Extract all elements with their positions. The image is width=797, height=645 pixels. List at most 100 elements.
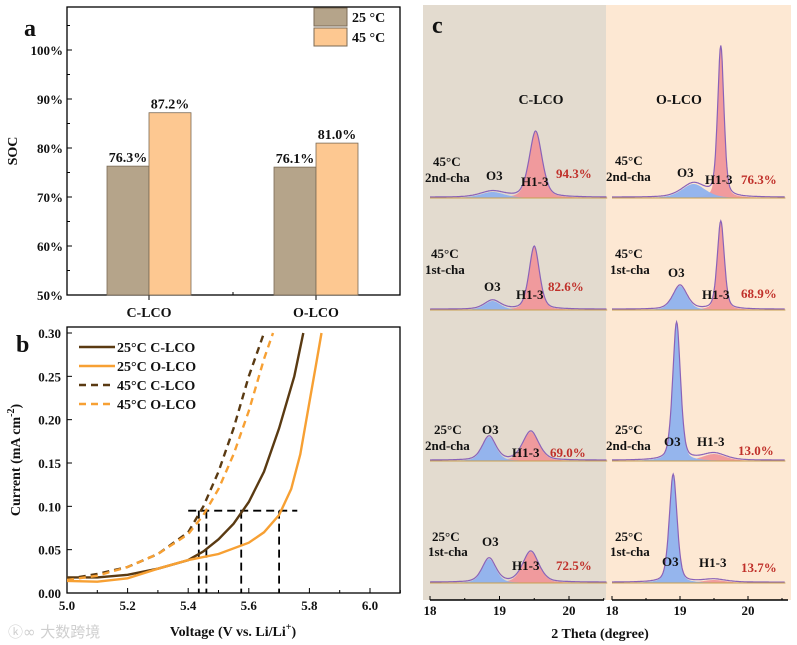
legend-label: 25°C C-LCO: [117, 341, 195, 356]
legend-label: 45 °C: [352, 31, 385, 46]
x-tick-label: 5.8: [301, 598, 318, 613]
x-tick-label: C-LCO: [126, 306, 171, 321]
cycle-label: 1st-cha: [610, 544, 650, 559]
envelope-curve: [612, 45, 785, 198]
h1-3-label: H1-3: [521, 174, 549, 189]
o3-label: O3: [484, 279, 501, 294]
legend-label: 25 °C: [352, 11, 385, 26]
h1-3-label: H1-3: [516, 287, 544, 302]
x-tick-label: 20: [563, 603, 576, 618]
o3-label: O3: [482, 534, 499, 549]
series-line-2: [67, 332, 266, 581]
x-tick-label: 5.0: [59, 598, 75, 613]
o3-peak-area: [430, 192, 608, 198]
y-tick-label: 0.25: [38, 369, 61, 384]
x-tick-label: 6.0: [362, 598, 378, 613]
envelope-curve: [612, 219, 785, 310]
bar-25C-C-LCO: [106, 165, 150, 296]
legend-label: 45°C C-LCO: [117, 379, 195, 394]
o3-label: O3: [677, 165, 694, 180]
panel-label-a: a: [24, 16, 36, 42]
y-tick-label: 50%: [37, 288, 63, 303]
legend-label: 45°C O-LCO: [117, 398, 196, 413]
h1-3-fraction-label: 94.3%: [556, 166, 592, 181]
bar-25C-O-LCO: [273, 166, 317, 296]
o3-label: O3: [662, 554, 679, 569]
temperature-label: 45°C: [433, 154, 461, 169]
h1-3-fraction-label: 13.0%: [738, 443, 774, 458]
temperature-label: 25°C: [615, 529, 643, 544]
h1-3-label: H1-3: [702, 287, 730, 302]
y-tick-label: 0.15: [38, 456, 61, 471]
cycle-label: 2nd-cha: [606, 169, 651, 184]
y-axis-label: Current (mA cm-2): [6, 404, 24, 517]
x-tick-label: 5.4: [180, 598, 197, 613]
y-tick-label: 60%: [37, 239, 63, 254]
series-line-3: [67, 332, 275, 582]
cycle-label: 2nd-cha: [606, 438, 651, 453]
plot-frame: [66, 326, 401, 594]
cycle-label: 2nd-cha: [425, 170, 470, 185]
o3-peak-area: [612, 184, 786, 198]
column-title: O-LCO: [656, 93, 702, 108]
temperature-label: 25°C: [432, 529, 460, 544]
envelope-curve: [430, 130, 607, 198]
c-lco-background: [423, 5, 606, 600]
temperature-label: 45°C: [431, 246, 459, 261]
o3-label: O3: [482, 422, 499, 437]
x-tick-label: 5.6: [241, 598, 258, 613]
cycle-label: 2nd-cha: [425, 438, 470, 453]
y-label-end: ): [9, 404, 24, 409]
y-tick-label: 80%: [37, 141, 63, 156]
bar-value-label: 87.2%: [151, 98, 190, 113]
legend-swatch: [313, 7, 348, 27]
bar-value-label: 76.1%: [276, 152, 315, 167]
h1-3-peak-area: [430, 552, 608, 583]
series-line-1: [67, 332, 323, 583]
envelope-curve: [430, 430, 607, 461]
x-label-end: ): [291, 625, 296, 640]
h1-3-label: H1-3: [705, 172, 733, 187]
y-tick-label: 0.00: [38, 586, 61, 601]
o3-label: O3: [664, 434, 681, 449]
x-tick-label: 18: [424, 603, 438, 618]
h1-3-label: H1-3: [699, 555, 727, 570]
y-tick-label: 90%: [37, 92, 63, 107]
bar-value-label: 76.3%: [109, 151, 148, 166]
envelope-curve: [612, 472, 785, 583]
legend-swatch: [313, 27, 348, 47]
temperature-label: 45°C: [615, 246, 643, 261]
panel-b-line-chart: 5.0 5.2 5.4 5.6 5.8 6.0 0.00 0.05 0.10 0.15 0.20 0.…: [6, 326, 401, 640]
y-tick-label: 0.10: [38, 499, 61, 514]
h1-3-fraction-label: 69.0%: [550, 445, 586, 460]
y-axis-label: SOC: [6, 137, 21, 166]
bar-value-label: 81.0%: [318, 128, 357, 143]
h1-3-fraction-label: 13.7%: [741, 560, 777, 575]
cycle-label: 1st-cha: [425, 262, 465, 277]
o3-label: O3: [486, 168, 503, 183]
cycle-label: 1st-cha: [610, 262, 650, 277]
panel-label-b: b: [16, 332, 29, 358]
x-tick-label: 5.2: [119, 598, 135, 613]
y-tick-label: 100%: [31, 43, 64, 58]
x-tick-label: 19: [493, 603, 507, 618]
y-tick-label: 70%: [37, 190, 63, 205]
envelope-curve: [612, 319, 785, 461]
x-axis-label: Voltage (V vs. Li/Li+): [170, 622, 297, 640]
y-label-main: Current (mA cm: [9, 417, 24, 517]
temperature-label: 25°C: [434, 422, 462, 437]
watermark: ⓚ∞ 大数跨境: [8, 623, 100, 641]
x-axis-label: 2 Theta (degree): [551, 627, 649, 642]
x-tick-label: 20: [742, 603, 755, 618]
envelope-curve: [430, 245, 607, 310]
envelope-curve: [430, 550, 607, 583]
h1-3-fraction-label: 68.9%: [741, 286, 777, 301]
o3-label: O3: [668, 265, 685, 280]
legend-label: 25°C O-LCO: [117, 360, 196, 375]
x-label-main: Voltage (V vs. Li/Li: [170, 625, 286, 640]
h1-3-fraction-label: 72.5%: [556, 558, 592, 573]
h1-3-label: H1-3: [512, 558, 540, 573]
bar-45C-O-LCO: [315, 142, 359, 296]
panel-label-c: c: [432, 13, 443, 39]
